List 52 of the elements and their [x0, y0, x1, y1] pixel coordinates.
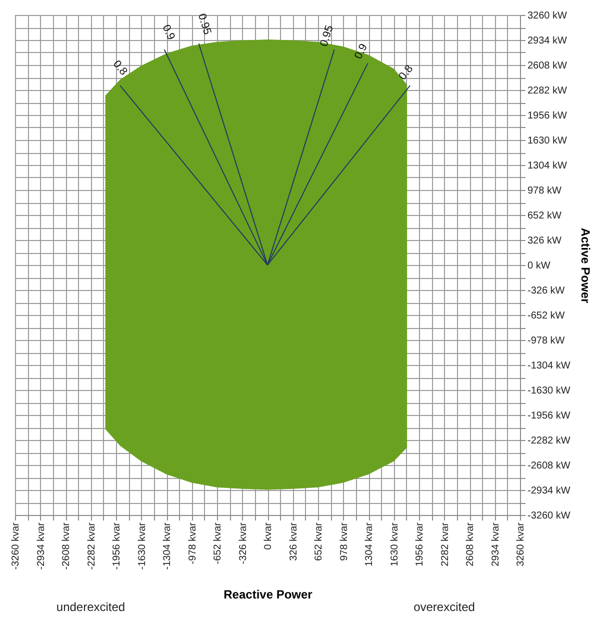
y-tick-label: 0 kW: [528, 260, 551, 272]
x-tick-label: -2934 kvar: [36, 522, 47, 570]
x-tick-label: 978 kvar: [338, 522, 350, 561]
text: 0.9: [160, 22, 178, 42]
x-tick-label: 1956 kvar: [414, 522, 426, 566]
x-tick-label: 0 kvar: [263, 522, 274, 550]
text: 0.9: [352, 42, 370, 62]
y-tick-label: 326 kW: [528, 236, 562, 246]
x-tick-label: -1304 kvar: [162, 522, 173, 570]
x-tick-label: -1956 kvar: [112, 522, 122, 570]
x-tick-label: -978 kvar: [187, 522, 198, 564]
y-tick-label: -326 kW: [528, 286, 566, 296]
y-tick-label: 2608 kW: [528, 60, 568, 72]
text: underexcited: [56, 600, 126, 614]
x-tick-label: 2934 kvar: [490, 522, 502, 566]
y-tick-label: -2608 kW: [528, 460, 571, 472]
y-tick-label: -2934 kW: [528, 486, 571, 496]
y-tick-label: -1304 kW: [528, 360, 571, 372]
x-tick-label: -2282 kvar: [86, 522, 98, 570]
y-tick-label: 652 kW: [528, 210, 562, 222]
x-tick-label: 2282 kvar: [440, 522, 451, 566]
x-tick-label: 326 kvar: [288, 522, 300, 561]
y-tick-label: 2934 kW: [528, 36, 568, 46]
y-tick-label: 1956 kW: [528, 110, 568, 122]
y-tick-label: -3260 kW: [528, 510, 571, 522]
text: 0.8: [110, 58, 130, 78]
y-tick-label: 1630 kW: [528, 136, 568, 146]
y-tick-label: -652 kW: [528, 310, 566, 322]
y-tick-label: 1304 kW: [528, 160, 568, 172]
y-tick-label: 2282 kW: [528, 86, 568, 96]
x-axis-title: Reactive Power: [224, 588, 313, 602]
x-tick-label: 1304 kvar: [364, 522, 375, 566]
x-tick-label: 652 kvar: [314, 522, 324, 561]
x-tick-label: -2608 kvar: [61, 522, 72, 570]
y-tick-label: -1956 kW: [528, 410, 571, 422]
x-tick-label: 3260 kvar: [516, 522, 526, 566]
text: 0.8: [396, 63, 416, 82]
x-tick-label: -652 kvar: [212, 522, 224, 564]
x-tick-label: 2608 kvar: [465, 522, 476, 566]
y-tick-label: 3260 kW: [528, 10, 568, 22]
text: overexcited: [414, 600, 475, 614]
text: 0.95: [195, 12, 214, 36]
y-tick-label: -978 kW: [528, 336, 566, 346]
y-tick-label: -1630 kW: [528, 386, 571, 396]
y-tick-label: -2282 kW: [528, 436, 571, 446]
x-tick-label: -1630 kvar: [136, 522, 148, 570]
x-tick-label: 1630 kvar: [389, 522, 400, 566]
y-tick-label: 978 kW: [528, 186, 562, 196]
text: 0.95: [318, 24, 336, 48]
x-tick-label: -3260 kvar: [10, 522, 22, 570]
x-tick-label: -326 kvar: [238, 522, 249, 564]
y-axis-title: Active Power: [578, 228, 592, 304]
